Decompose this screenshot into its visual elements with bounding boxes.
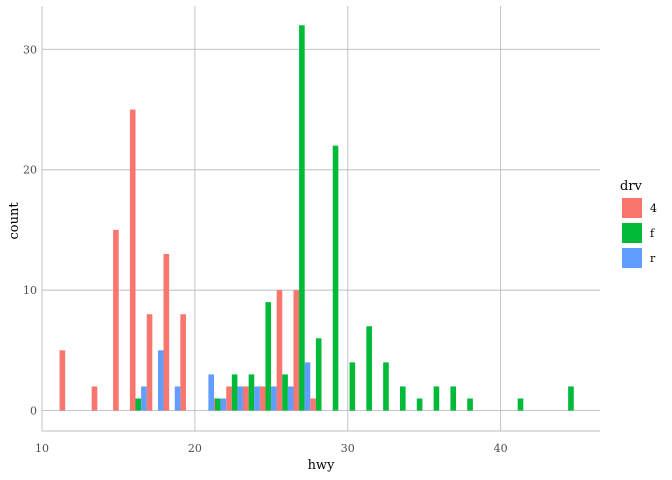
bar-4 bbox=[163, 254, 170, 411]
legend-key-r bbox=[622, 248, 642, 268]
legend-label-f: f bbox=[650, 227, 655, 240]
bar-r bbox=[141, 386, 147, 411]
legend: drv 4 fr bbox=[620, 179, 657, 268]
bar-r bbox=[304, 362, 311, 411]
bar-f bbox=[135, 398, 142, 411]
legend-title: drv bbox=[620, 179, 643, 194]
x-axis-title: hwy bbox=[308, 458, 336, 473]
y-axis-title: count bbox=[7, 202, 22, 240]
x-axis-ticks: 10 20 30 40 bbox=[35, 442, 508, 455]
bar-4 bbox=[113, 229, 119, 411]
bar-f bbox=[349, 362, 356, 411]
bar-f bbox=[568, 386, 574, 411]
legend-key-f bbox=[622, 223, 642, 243]
bar-f bbox=[231, 374, 238, 411]
bar-r bbox=[271, 386, 277, 411]
bar-4 bbox=[91, 386, 98, 411]
bar-f bbox=[517, 398, 524, 411]
bar-r bbox=[208, 374, 214, 411]
bar-f bbox=[282, 374, 288, 411]
y-tick-label: 10 bbox=[23, 284, 37, 297]
x-tick-label: 30 bbox=[341, 442, 355, 455]
bar-f bbox=[366, 326, 372, 411]
bar-4 bbox=[259, 386, 266, 411]
x-tick-label: 10 bbox=[35, 442, 49, 455]
x-tick-label: 20 bbox=[188, 442, 202, 455]
bar-4 bbox=[276, 290, 283, 411]
legend-label-r: r bbox=[650, 252, 656, 265]
bar-f bbox=[215, 398, 221, 411]
bar-r bbox=[157, 350, 164, 411]
bar-r bbox=[287, 386, 294, 411]
bar-f bbox=[265, 302, 272, 411]
bar-4 bbox=[59, 350, 66, 411]
bar-4 bbox=[129, 109, 136, 411]
bar-f bbox=[332, 145, 339, 411]
bar-r bbox=[254, 386, 260, 411]
legend-key-4 bbox=[622, 198, 642, 218]
bar-f bbox=[399, 386, 406, 411]
bar-f bbox=[450, 386, 457, 411]
bar-f bbox=[383, 362, 389, 411]
bar-f bbox=[416, 398, 423, 411]
bar-4 bbox=[243, 386, 249, 411]
y-axis-ticks: 0 10 20 30 bbox=[23, 43, 37, 417]
bar-f bbox=[315, 338, 322, 411]
bar-f bbox=[299, 25, 305, 411]
bar-r bbox=[237, 386, 244, 411]
bar-4 bbox=[180, 314, 186, 411]
y-tick-label: 20 bbox=[23, 164, 37, 177]
x-tick-label: 40 bbox=[494, 442, 508, 455]
y-tick-label: 0 bbox=[30, 405, 37, 418]
bar-4 bbox=[226, 386, 232, 411]
bar-f bbox=[248, 374, 255, 411]
y-tick-label: 30 bbox=[23, 43, 37, 56]
bar-4 bbox=[293, 290, 300, 411]
bar-f bbox=[467, 398, 473, 411]
bar-4 bbox=[146, 314, 153, 411]
bar-r bbox=[220, 398, 227, 411]
bar-r bbox=[174, 386, 181, 411]
bars bbox=[59, 25, 574, 411]
legend-label-4: 4 bbox=[650, 202, 657, 215]
bar-f bbox=[433, 386, 440, 411]
bar-4 bbox=[310, 398, 316, 411]
